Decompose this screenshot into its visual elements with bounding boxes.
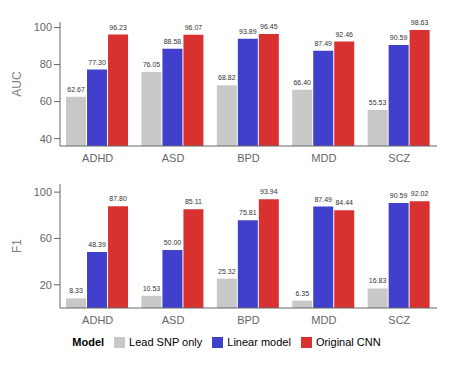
svg-text:55.53: 55.53	[369, 99, 387, 106]
svg-text:98.63: 98.63	[411, 19, 429, 26]
svg-text:60: 60	[40, 232, 52, 244]
svg-text:8.33: 8.33	[69, 287, 83, 294]
svg-text:90.59: 90.59	[390, 192, 408, 199]
svg-text:80: 80	[40, 58, 52, 70]
svg-text:90.59: 90.59	[390, 34, 408, 41]
svg-text:ADHD: ADHD	[82, 314, 113, 326]
svg-text:10.53: 10.53	[143, 285, 161, 292]
svg-text:ASD: ASD	[162, 152, 185, 164]
svg-text:60: 60	[40, 95, 52, 107]
svg-text:68.82: 68.82	[218, 74, 236, 81]
svg-text:6.35: 6.35	[295, 290, 309, 297]
svg-text:F1: F1	[10, 239, 24, 253]
svg-text:62.67: 62.67	[67, 86, 85, 93]
svg-text:77.30: 77.30	[88, 59, 106, 66]
svg-text:93.94: 93.94	[260, 188, 278, 195]
svg-text:87.80: 87.80	[109, 195, 127, 202]
svg-text:84.44: 84.44	[335, 199, 353, 206]
svg-text:96.07: 96.07	[185, 24, 203, 31]
svg-text:93.89: 93.89	[239, 28, 257, 35]
svg-text:ASD: ASD	[162, 314, 185, 326]
svg-text:87.49: 87.49	[314, 196, 332, 203]
svg-text:SCZ: SCZ	[388, 314, 410, 326]
svg-text:BPD: BPD	[237, 152, 260, 164]
svg-text:20: 20	[40, 279, 52, 291]
svg-text:MDD: MDD	[311, 152, 336, 164]
svg-text:100: 100	[34, 21, 52, 33]
svg-text:87.49: 87.49	[314, 40, 332, 47]
svg-text:76.05: 76.05	[143, 61, 161, 68]
svg-text:MDD: MDD	[311, 314, 336, 326]
svg-text:48.39: 48.39	[88, 241, 106, 248]
svg-text:50.00: 50.00	[164, 239, 182, 246]
svg-text:88.58: 88.58	[164, 38, 182, 45]
svg-text:BPD: BPD	[237, 314, 260, 326]
html-text:Linear model: Linear model	[227, 336, 291, 348]
svg-text:92.02: 92.02	[411, 190, 429, 197]
html-text:Model: Model	[72, 336, 105, 348]
html-text:Original CNN: Original CNN	[315, 336, 381, 348]
html-text:Lead SNP only: Lead SNP only	[129, 336, 203, 348]
svg-text:92.46: 92.46	[335, 31, 353, 38]
svg-text:100: 100	[34, 186, 52, 198]
svg-text:96.45: 96.45	[260, 23, 278, 30]
svg-text:25.32: 25.32	[218, 268, 236, 275]
svg-text:AUC: AUC	[10, 71, 24, 97]
svg-text:SCZ: SCZ	[388, 152, 410, 164]
svg-text:16.83: 16.83	[369, 277, 387, 284]
svg-text:ADHD: ADHD	[82, 152, 113, 164]
svg-text:96.23: 96.23	[109, 24, 127, 31]
svg-text:85.11: 85.11	[185, 198, 202, 205]
svg-text:66.40: 66.40	[293, 79, 311, 86]
svg-text:40: 40	[40, 133, 52, 145]
svg-text:75.81: 75.81	[239, 209, 257, 216]
